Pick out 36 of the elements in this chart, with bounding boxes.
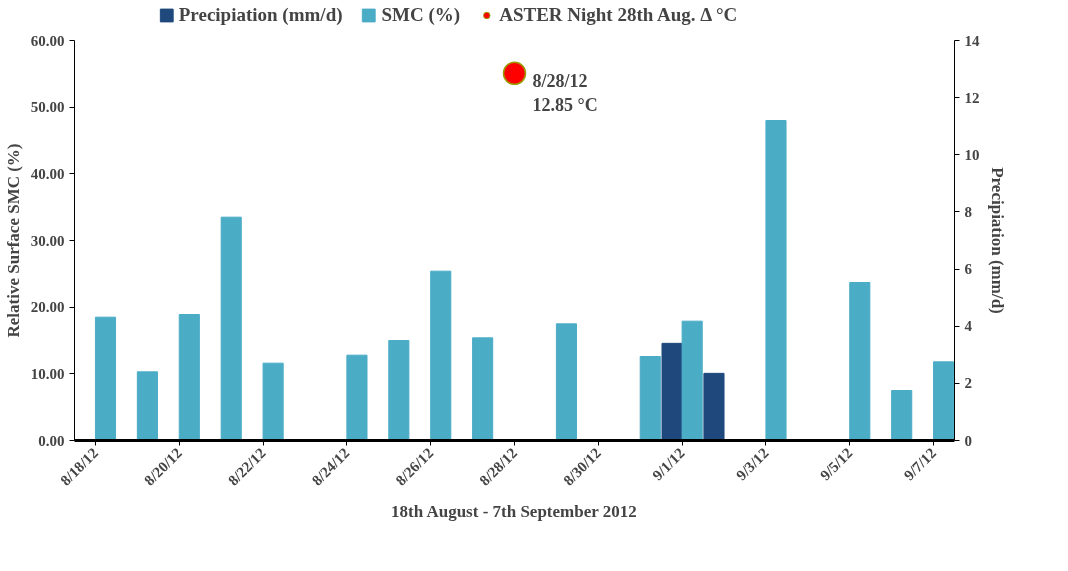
y-tick-label: 20.00: [30, 299, 65, 316]
y2-tick-label: 0: [964, 432, 972, 449]
y2-tick-label: 6: [964, 261, 973, 278]
legend-label: ASTER Night 28th Aug. Δ °C: [499, 4, 738, 26]
bar: [262, 362, 284, 441]
bar: [346, 354, 368, 441]
y2-tick-label: 12: [964, 89, 980, 106]
bar: [220, 216, 242, 441]
legend-label: Precipiation (mm/d): [178, 4, 343, 26]
y2-tick-label: 2: [964, 375, 972, 392]
y-tick-label: 0.00: [38, 432, 65, 449]
y2-axis-title: Precipiation (mm/d): [987, 167, 1007, 314]
bar: [94, 316, 117, 441]
y-tick-label: 40.00: [30, 165, 65, 182]
y2-tick-label: 10: [964, 146, 980, 163]
y-tick-label: 50.00: [30, 99, 65, 116]
bar: [136, 371, 158, 441]
y-tick-label: 30.00: [30, 232, 65, 249]
bar: [472, 337, 494, 441]
y-tick-label: 60.00: [30, 32, 65, 49]
y2-tick-label: 14: [964, 32, 980, 49]
y-tick-label: 10.00: [30, 365, 65, 382]
bar: [933, 361, 955, 441]
bar: [765, 120, 787, 441]
bar: [430, 270, 452, 441]
bar: [178, 314, 200, 441]
bar: [891, 390, 913, 441]
annotation: 8/28/12 12.85 °C: [532, 71, 598, 116]
y-axis-title: Relative Surface SMC (%): [3, 143, 23, 338]
x-axis-title: 18th August - 7th September 2012: [391, 502, 637, 522]
y2-tick-label: 4: [964, 318, 973, 335]
bar: [388, 340, 410, 441]
y2-tick-label: 8: [964, 203, 972, 220]
bar: [849, 282, 871, 441]
bar: [555, 323, 578, 441]
legend-label: SMC (%): [381, 4, 461, 26]
